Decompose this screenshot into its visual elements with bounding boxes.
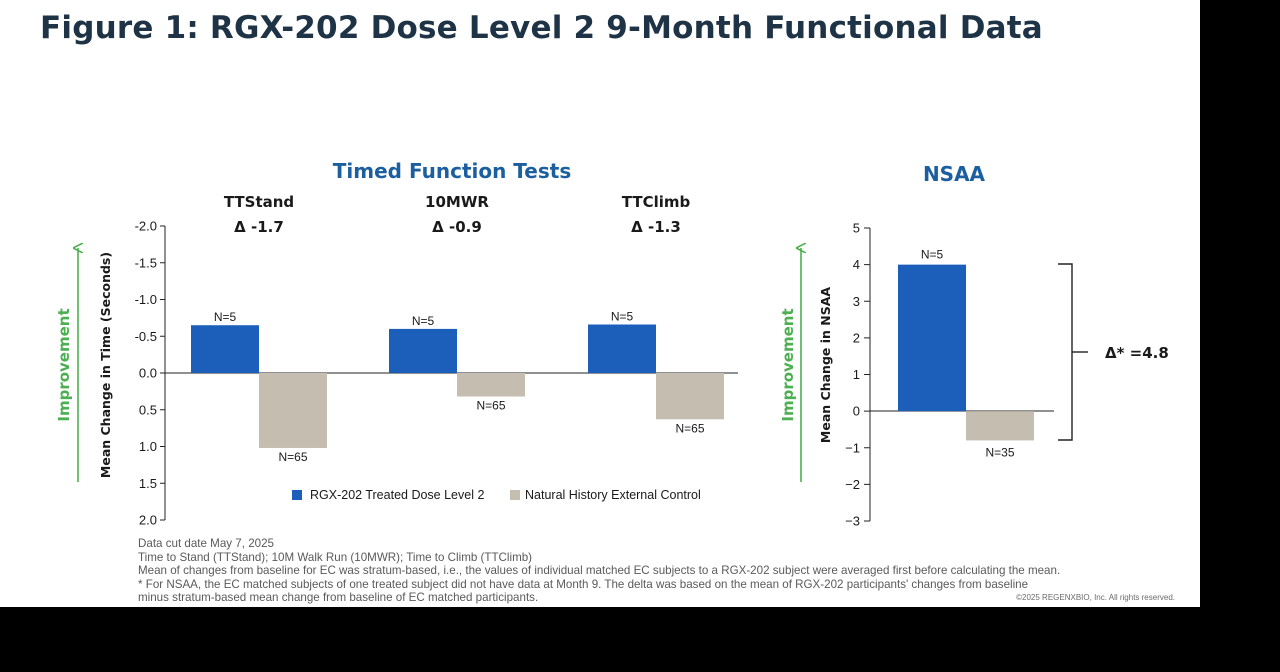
nsaa-y-tick-label: −2 bbox=[845, 477, 860, 492]
nsaa-y-tick-label: 5 bbox=[853, 221, 860, 236]
category-label-ttstand: TTStand bbox=[224, 193, 294, 211]
tft-y-tick-label: -1.0 bbox=[135, 292, 157, 307]
legend-swatch-control bbox=[510, 490, 520, 500]
bar-n-label: N=5 bbox=[611, 309, 634, 323]
footnotes: Data cut date May 7, 2025 Time to Stand … bbox=[138, 537, 1188, 605]
tft-chart-title: Timed Function Tests bbox=[333, 159, 571, 183]
nsaa-y-tick-label: 3 bbox=[853, 294, 860, 309]
category-label-10mwr: 10MWR bbox=[425, 193, 489, 211]
bar-n-label: N=65 bbox=[278, 450, 307, 464]
bar-control bbox=[656, 373, 724, 420]
tft-y-tick-label: 1.5 bbox=[139, 476, 157, 491]
nsaa-bar-control bbox=[966, 411, 1034, 441]
nsaa-delta-label: Δ* =4.8 bbox=[1105, 344, 1169, 362]
slide: Figure 1: RGX-202 Dose Level 2 9-Month F… bbox=[0, 0, 1200, 607]
bar-control bbox=[259, 373, 327, 448]
nsaa-y-tick-label: −3 bbox=[845, 514, 860, 529]
figure-title: Figure 1: RGX-202 Dose Level 2 9-Month F… bbox=[40, 10, 1043, 46]
bar-n-label: N=65 bbox=[476, 399, 505, 413]
tft-y-tick-label: 1.0 bbox=[139, 439, 157, 454]
delta-10mwr: Δ -0.9 bbox=[432, 218, 482, 236]
delta-ttstand: Δ -1.7 bbox=[234, 218, 284, 236]
legend-label-treated: RGX-202 Treated Dose Level 2 bbox=[310, 488, 484, 502]
nsaa-chart-title: NSAA bbox=[923, 162, 986, 186]
bar-control bbox=[457, 373, 525, 397]
bar-n-label: N=5 bbox=[214, 310, 237, 324]
delta-bracket bbox=[1058, 263, 1073, 441]
copyright: ©2025 REGENXBIO, Inc. All rights reserve… bbox=[1016, 593, 1175, 602]
nsaa-bar-n-label: N=35 bbox=[985, 445, 1014, 459]
nsaa-y-axis-label: Mean Change in NSAA bbox=[818, 287, 833, 443]
footnote-method: Mean of changes from baseline for EC was… bbox=[138, 564, 1061, 578]
charts-canvas: Timed Function Tests TTStand 10MWR TTCli… bbox=[55, 159, 1169, 529]
nsaa-bar-treated bbox=[898, 264, 966, 412]
bar-n-label: N=65 bbox=[675, 421, 704, 435]
tft-y-tick-label: 2.0 bbox=[139, 513, 157, 528]
nsaa-y-tick-label: −1 bbox=[845, 440, 860, 455]
tft-y-tick-label: -2.0 bbox=[135, 219, 157, 234]
legend-swatch-treated bbox=[292, 490, 302, 500]
nsaa-bar-n-label: N=5 bbox=[921, 248, 944, 262]
footnote-data-cut: Data cut date May 7, 2025 bbox=[138, 537, 274, 550]
nsaa-y-tick-label: 1 bbox=[853, 367, 860, 382]
tft-y-tick-label: 0.5 bbox=[139, 402, 157, 417]
bar-treated bbox=[191, 325, 259, 373]
nsaa-y-tick-label: 2 bbox=[853, 330, 860, 345]
nsaa-improvement-label: Improvement bbox=[779, 308, 797, 421]
tft-improvement-label: Improvement bbox=[55, 308, 73, 421]
tft-y-tick-label: -1.5 bbox=[135, 255, 157, 270]
delta-ttclimb: Δ -1.3 bbox=[631, 218, 681, 236]
tft-y-axis-label: Mean Change in Time (Seconds) bbox=[98, 252, 113, 478]
timed-function-tests-chart: Timed Function Tests TTStand 10MWR TTCli… bbox=[55, 159, 738, 528]
tft-y-tick-label: -0.5 bbox=[135, 329, 157, 344]
footnote-nsaa-line2: minus stratum-based mean change from bas… bbox=[138, 591, 539, 605]
nsaa-y-tick-label: 0 bbox=[853, 404, 860, 419]
category-label-ttclimb: TTClimb bbox=[622, 193, 691, 211]
nsaa-chart: NSAA Improvement Mean Change in NSAA 5 4 3… bbox=[779, 162, 1169, 529]
footnote-nsaa-line1: * For NSAA, the EC matched subjects of o… bbox=[138, 577, 1029, 591]
bar-treated bbox=[588, 324, 656, 373]
tft-y-tick-label: 0.0 bbox=[139, 366, 157, 381]
bar-treated bbox=[389, 328, 457, 373]
nsaa-y-tick-label: 4 bbox=[853, 257, 860, 272]
bar-n-label: N=5 bbox=[412, 314, 435, 328]
footnote-abbreviations: Time to Stand (TTStand); 10M Walk Run (1… bbox=[138, 550, 533, 564]
legend-label-control: Natural History External Control bbox=[525, 488, 701, 502]
